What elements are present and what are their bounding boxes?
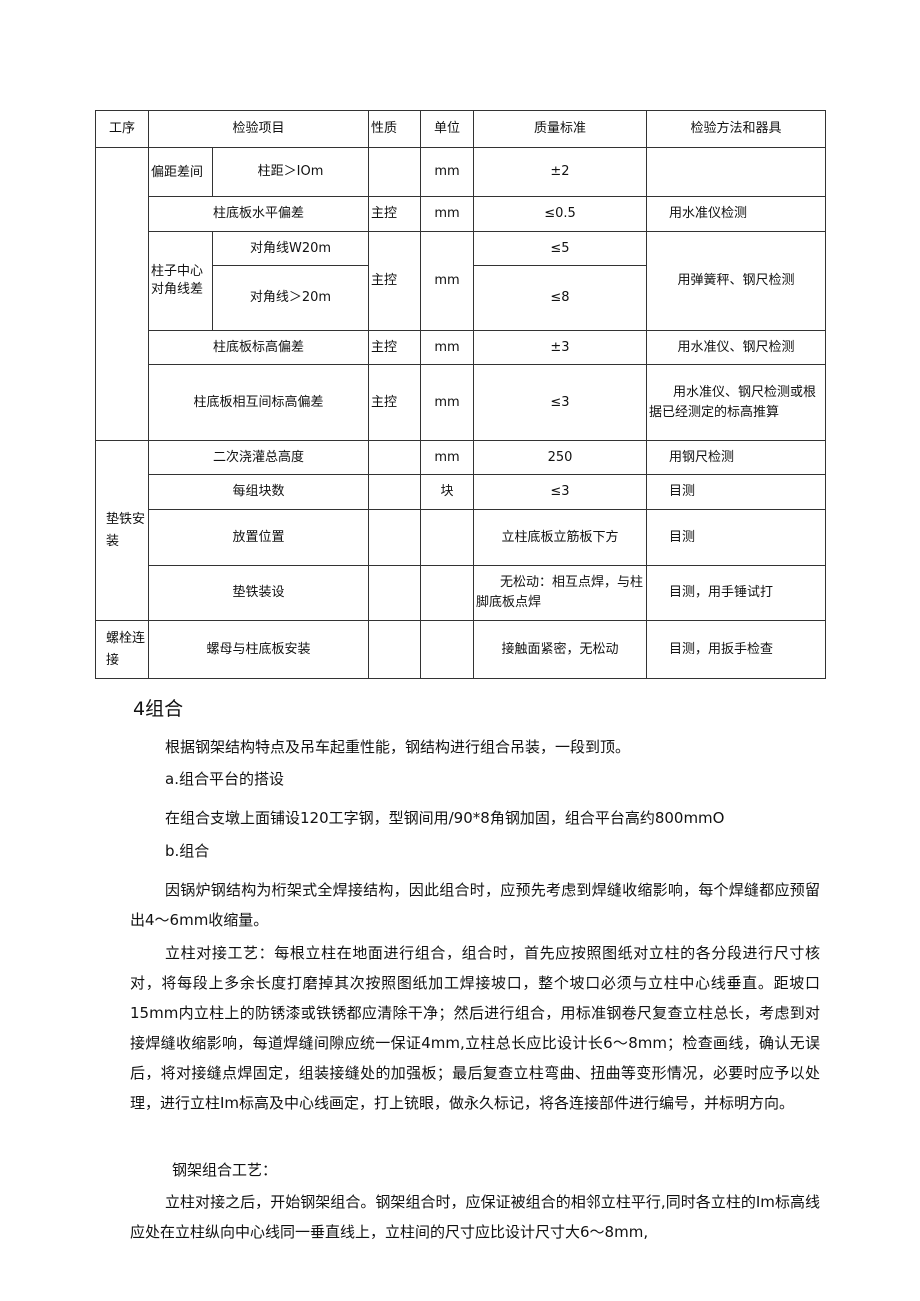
header-cell: 性质 <box>368 110 421 148</box>
unit-cell <box>420 620 474 679</box>
nature-cell <box>368 474 421 510</box>
subheading: b.组合 <box>165 842 210 860</box>
process-cell: 垫铁安装 <box>95 440 149 621</box>
method-cell: 目测 <box>646 474 826 510</box>
item-cell: 螺母与柱底板安装 <box>148 620 369 679</box>
unit-cell: mm <box>420 440 474 475</box>
unit-cell: 块 <box>420 474 474 510</box>
header-cell: 检验方法和器具 <box>646 110 826 148</box>
standard-cell: ±3 <box>473 330 647 365</box>
method-cell: 用弹簧秤、钢尺检测 <box>646 231 826 331</box>
nature-cell: 主控 <box>368 364 421 441</box>
item-cell: 对角线W20m <box>212 231 369 266</box>
nature-cell: 主控 <box>368 231 421 331</box>
method-cell: 目测，用扳手检查 <box>646 620 826 679</box>
method-cell: 用钢尺检测 <box>646 440 826 475</box>
item-cell: 二次浇灌总高度 <box>148 440 369 475</box>
table-row: 柱子中心对角线差 对角线W20m 主控 mm ≤5 用弹簧秤、钢尺检测 <box>96 231 826 331</box>
header-cell: 检验项目 <box>148 110 369 148</box>
table-row: 柱底板标高偏差 主控 mm ±3 用水准仪、钢尺检测 <box>96 330 826 365</box>
item-cell: 柱距＞IOm <box>212 147 369 197</box>
item-cell: 放置位置 <box>148 509 369 566</box>
paragraph: 根据钢架结构特点及吊车起重性能，钢结构进行组合吊装，一段到顶。 <box>165 738 631 756</box>
table-row: 每组块数 块 ≤3 目测 <box>96 474 826 510</box>
group-cell: 柱子中心对角线差 <box>148 231 213 331</box>
table-row: 对角线＞20m ≤8 <box>96 265 826 331</box>
table-row: 垫铁安装 二次浇灌总高度 mm 250 用钢尺检测 <box>95 440 826 621</box>
standard-cell: 无松动：相互点焊，与柱脚底板点焊 <box>473 565 647 621</box>
standard-cell: ±2 <box>473 147 647 197</box>
item-cell: 对角线＞20m <box>212 265 369 331</box>
subheading: a.组合平台的搭设 <box>165 770 284 788</box>
header-cell: 质量标准 <box>473 110 647 148</box>
method-cell: 用水准仪、钢尺检测或根据已经测定的标高推算 <box>646 364 826 441</box>
paragraph: 立柱对接之后，开始钢架组合。钢架组合时，应保证被组合的相邻立柱平行,同时各立柱的… <box>130 1193 820 1241</box>
nature-cell <box>368 565 421 621</box>
method-cell: 目测 <box>646 509 826 566</box>
section-heading: 4组合 <box>133 698 184 720</box>
unit-cell: mm <box>420 330 474 365</box>
standard-cell: ≤3 <box>473 474 647 510</box>
nature-cell: 主控 <box>368 330 421 365</box>
nature-cell <box>368 620 421 679</box>
standard-cell: 立柱底板立筋板下方 <box>473 509 647 566</box>
method-cell: 目测，用手锤试打 <box>646 565 826 621</box>
method-cell: 用水准仪、钢尺检测 <box>646 330 826 365</box>
nature-cell <box>368 440 421 475</box>
table-row: 放置位置 立柱底板立筋板下方 目测 <box>96 509 826 566</box>
table-row: 螺栓连接 螺母与柱底板安装 接触面紧密，无松动 目测，用扳手检查 <box>95 620 826 679</box>
nature-cell <box>368 147 421 197</box>
unit-cell: mm <box>420 364 474 441</box>
standard-cell: 250 <box>473 440 647 475</box>
paragraph: 立柱对接工艺：每根立柱在地面进行组合，组合时，首先应按照图纸对立柱的各分段进行尺… <box>130 944 820 1112</box>
standard-cell: ≤5 <box>473 231 647 266</box>
method-cell <box>646 147 826 197</box>
unit-cell <box>420 565 474 621</box>
item-cell: 柱底板相互间标高偏差 <box>148 364 369 441</box>
table-row: 偏距差间 柱距＞IOm mm ±2 <box>95 147 826 441</box>
nature-cell: 主控 <box>368 196 421 232</box>
inspection-table: 工序 检验项目 性质 单位 质量标准 检验方法和器具 偏距差间 柱距＞IOm m… <box>95 110 826 679</box>
paragraph: 因锅炉钢结构为桁架式全焊接结构，因此组合时，应预先考虑到焊缝收缩影响，每个焊缝都… <box>130 881 820 929</box>
header-cell: 单位 <box>420 110 474 148</box>
group-cell: 偏距差间 <box>148 147 213 197</box>
paragraph: 在组合支墩上面铺设120工字钢，型钢间用/90*8角钢加固，组合平台高约800m… <box>165 809 725 827</box>
table-row: 柱底板相互间标高偏差 主控 mm ≤3 用水准仪、钢尺检测或根据已经测定的标高推… <box>96 364 826 441</box>
standard-cell: ≤8 <box>473 265 647 331</box>
item-cell: 柱底板标高偏差 <box>148 330 369 365</box>
process-cell: 螺栓连接 <box>95 620 149 679</box>
item-cell: 垫铁装设 <box>148 565 369 621</box>
subheading: 钢架组合工艺： <box>172 1161 278 1179</box>
method-cell: 用水准仪检测 <box>646 196 826 232</box>
table-header-row: 工序 检验项目 性质 单位 质量标准 检验方法和器具 <box>95 110 826 148</box>
unit-cell: mm <box>420 231 474 331</box>
process-cell <box>95 147 149 441</box>
standard-cell: ≤0.5 <box>473 196 647 232</box>
table-row: 垫铁装设 无松动：相互点焊，与柱脚底板点焊 目测，用手锤试打 <box>96 565 826 621</box>
unit-cell: mm <box>420 196 474 232</box>
nature-cell <box>368 509 421 566</box>
table-row: 柱底板水平偏差 主控 mm ≤0.5 用水准仪检测 <box>96 196 826 232</box>
standard-cell: ≤3 <box>473 364 647 441</box>
unit-cell <box>420 509 474 566</box>
header-cell: 工序 <box>95 110 149 148</box>
item-cell: 每组块数 <box>148 474 369 510</box>
standard-cell: 接触面紧密，无松动 <box>473 620 647 679</box>
item-cell: 柱底板水平偏差 <box>148 196 369 232</box>
unit-cell: mm <box>420 147 474 197</box>
